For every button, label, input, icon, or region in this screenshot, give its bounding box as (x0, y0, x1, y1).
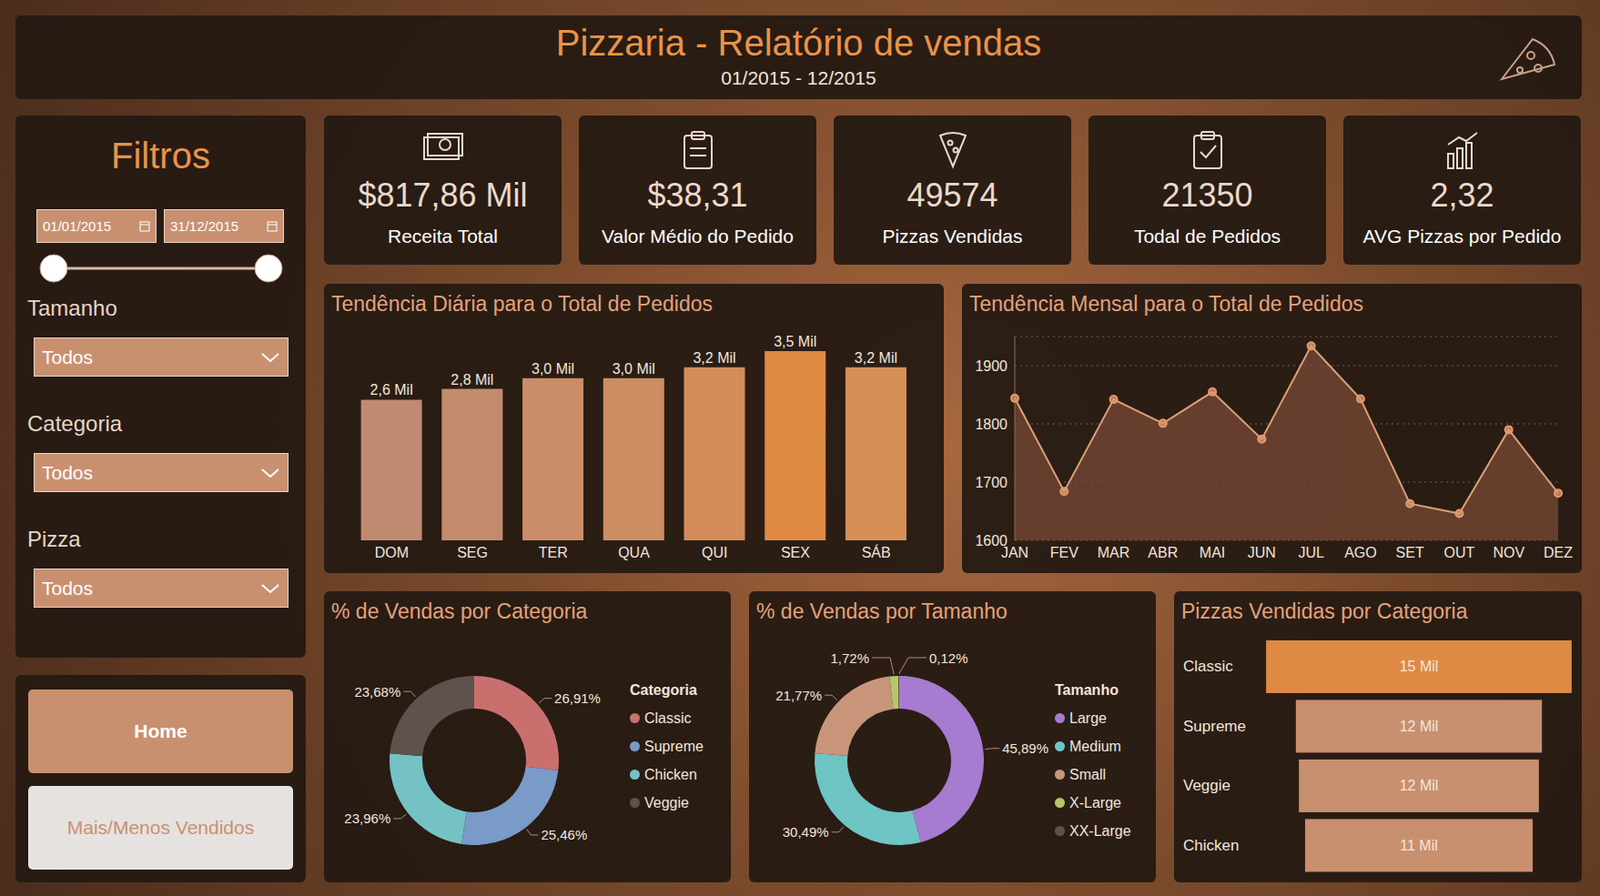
svg-text:Chicken: Chicken (1183, 837, 1239, 855)
svg-text:1900: 1900 (974, 358, 1008, 375)
html-text:49574: 49574 (906, 176, 998, 214)
svg-text:3,0 Mil: 3,0 Mil (612, 361, 656, 377)
svg-text:2,8 Mil: 2,8 Mil (450, 372, 494, 388)
html-text:Todos: Todos (41, 577, 93, 599)
html-text:31/12/2015: 31/12/2015 (170, 218, 239, 234)
svg-text:Classic: Classic (1183, 658, 1234, 676)
svg-text:15 Mil: 15 Mil (1399, 658, 1439, 675)
svg-text:30,49%: 30,49% (782, 824, 830, 841)
html-text:Receita Total: Receita Total (387, 225, 498, 247)
svg-text:21,77%: 21,77% (775, 688, 822, 704)
html-text:Pizzas Vendidas: Pizzas Vendidas (882, 225, 1023, 247)
html-text:01/01/2015: 01/01/2015 (42, 218, 112, 234)
html-text:Valor Médio do Pedido: Valor Médio do Pedido (601, 225, 794, 247)
html-text:Pizzas Vendidas por Categoria: Pizzas Vendidas por Categoria (1181, 599, 1468, 624)
svg-text:Supreme: Supreme (1183, 718, 1246, 736)
html-text:Supreme: Supreme (644, 738, 704, 755)
html-text:01/2015 - 12/2015: 01/2015 - 12/2015 (721, 67, 877, 89)
svg-text:AGO: AGO (1344, 545, 1378, 561)
svg-text:23,96%: 23,96% (344, 810, 391, 827)
html-text:Large: Large (1069, 710, 1107, 726)
svg-text:1600: 1600 (974, 533, 1008, 549)
html-text:2,32: 2,32 (1430, 176, 1494, 214)
html-text:Medium: Medium (1069, 738, 1122, 755)
svg-text:NOV: NOV (1492, 545, 1525, 561)
html-text:Pizzaria - Relatório de vendas: Pizzaria - Relatório de vendas (555, 22, 1042, 63)
svg-text:SEG: SEG (456, 545, 488, 561)
svg-text:12 Mil: 12 Mil (1399, 718, 1439, 735)
svg-text:3,2 Mil: 3,2 Mil (854, 350, 898, 366)
svg-text:25,46%: 25,46% (540, 827, 588, 843)
svg-text:JUN: JUN (1247, 545, 1276, 561)
svg-text:26,91%: 26,91% (554, 690, 601, 707)
html-text:Pizza: Pizza (27, 526, 81, 552)
html-text:Tendência Diária para o Total: Tendência Diária para o Total de Pedidos (331, 292, 713, 316)
svg-text:MAR: MAR (1097, 545, 1131, 561)
svg-text:JAN: JAN (1001, 545, 1029, 562)
svg-text:JUL: JUL (1297, 545, 1325, 561)
svg-text:11 Mil: 11 Mil (1399, 838, 1438, 854)
svg-text:45,89%: 45,89% (1002, 740, 1049, 757)
svg-text:12 Mil: 12 Mil (1399, 778, 1439, 794)
html-text:Todal de Pedidos: Todal de Pedidos (1133, 225, 1281, 247)
html-text:Categoria: Categoria (629, 682, 697, 699)
html-text:Todos: Todos (41, 461, 93, 483)
svg-text:SET: SET (1396, 545, 1425, 561)
html-text:% de Vendas por Tamanho: % de Vendas por Tamanho (756, 599, 1008, 624)
svg-text:23,68%: 23,68% (354, 684, 401, 700)
svg-text:0,12%: 0,12% (929, 650, 969, 667)
svg-text:SÁB: SÁB (861, 544, 892, 561)
html-text:$817,86 Mil: $817,86 Mil (358, 176, 528, 214)
svg-text:FEV: FEV (1050, 545, 1079, 561)
html-text:Small: Small (1069, 766, 1106, 783)
svg-text:2,6 Mil: 2,6 Mil (370, 382, 414, 398)
svg-text:OUT: OUT (1444, 545, 1476, 561)
svg-text:TER: TER (538, 545, 568, 561)
html-text:Tendência Mensal para o Total: Tendência Mensal para o Total de Pedidos (969, 292, 1364, 316)
html-text:Tamanho: Tamanho (27, 295, 118, 321)
svg-text:ABR: ABR (1147, 545, 1178, 561)
html-text:21350: 21350 (1161, 176, 1253, 214)
html-text:Filtros: Filtros (111, 135, 211, 176)
html-text:Categoria: Categoria (27, 411, 123, 436)
svg-text:Veggie: Veggie (1183, 777, 1231, 795)
html-text:% de Vendas por Categoria: % de Vendas por Categoria (331, 599, 588, 624)
html-text:Veggie: Veggie (644, 794, 689, 811)
svg-text:1700: 1700 (974, 475, 1008, 491)
svg-text:MAI: MAI (1199, 545, 1226, 561)
svg-text:DEZ: DEZ (1543, 545, 1573, 561)
svg-text:3,0 Mil: 3,0 Mil (531, 361, 575, 377)
html-text:XX-Large: XX-Large (1069, 823, 1131, 839)
html-text:Tamanho: Tamanho (1054, 682, 1119, 699)
html-text:X-Large: X-Large (1069, 794, 1122, 811)
html-text:Home: Home (134, 720, 188, 742)
html-text:AVG Pizzas por Pedido: AVG Pizzas por Pedido (1362, 225, 1562, 247)
svg-text:QUA: QUA (617, 545, 650, 561)
svg-text:3,5 Mil: 3,5 Mil (773, 334, 817, 350)
html-text:Mais/Menos Vendidos: Mais/Menos Vendidos (67, 817, 255, 839)
svg-text:SEX: SEX (780, 545, 811, 561)
svg-text:1800: 1800 (974, 416, 1008, 433)
svg-text:3,2 Mil: 3,2 Mil (692, 350, 736, 366)
svg-text:DOM: DOM (374, 545, 409, 561)
html-text:Todos: Todos (41, 346, 93, 368)
svg-text:1,72%: 1,72% (830, 650, 870, 667)
html-text:$38,31: $38,31 (647, 176, 748, 214)
html-text:Classic: Classic (644, 710, 692, 726)
svg-text:QUI: QUI (701, 545, 728, 561)
html-text:Chicken: Chicken (644, 766, 697, 783)
